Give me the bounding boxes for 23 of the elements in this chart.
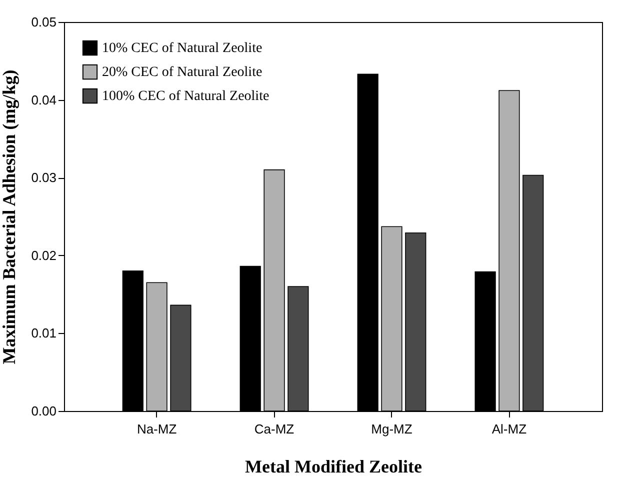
bar [122,270,144,412]
x-tick-label: Na-MZ [136,422,177,436]
bar [170,304,192,412]
y-tick-label: 0.01 [31,326,56,341]
y-tick-label: 0.04 [31,92,56,108]
bar [474,271,496,412]
legend-label: 10% CEC of Natural Zeolite [102,41,262,56]
bar [405,232,426,412]
y-tick-label: 0.03 [31,170,56,186]
y-tick-label: 0.05 [31,14,56,30]
x-tick-label: Mg-MZ [371,422,412,436]
bar [357,74,378,412]
bar [240,266,261,412]
bar [522,174,544,412]
y-tick-label: 0.02 [31,248,56,263]
x-axis-title: Metal Modified Zeolite [245,456,422,476]
x-tick-label: Ca-MZ [254,422,294,436]
y-tick-label: 0.00 [31,404,56,418]
bar [288,286,309,412]
x-tick-label: Al-MZ [492,422,527,436]
legend-label: 100% CEC of Natural Zeolite [102,89,270,104]
y-axis-title: Maximum Bacterial Adhesion (mg/kg) [0,70,20,364]
legend-label: 20% CEC of Natural Zeolite [102,65,262,80]
